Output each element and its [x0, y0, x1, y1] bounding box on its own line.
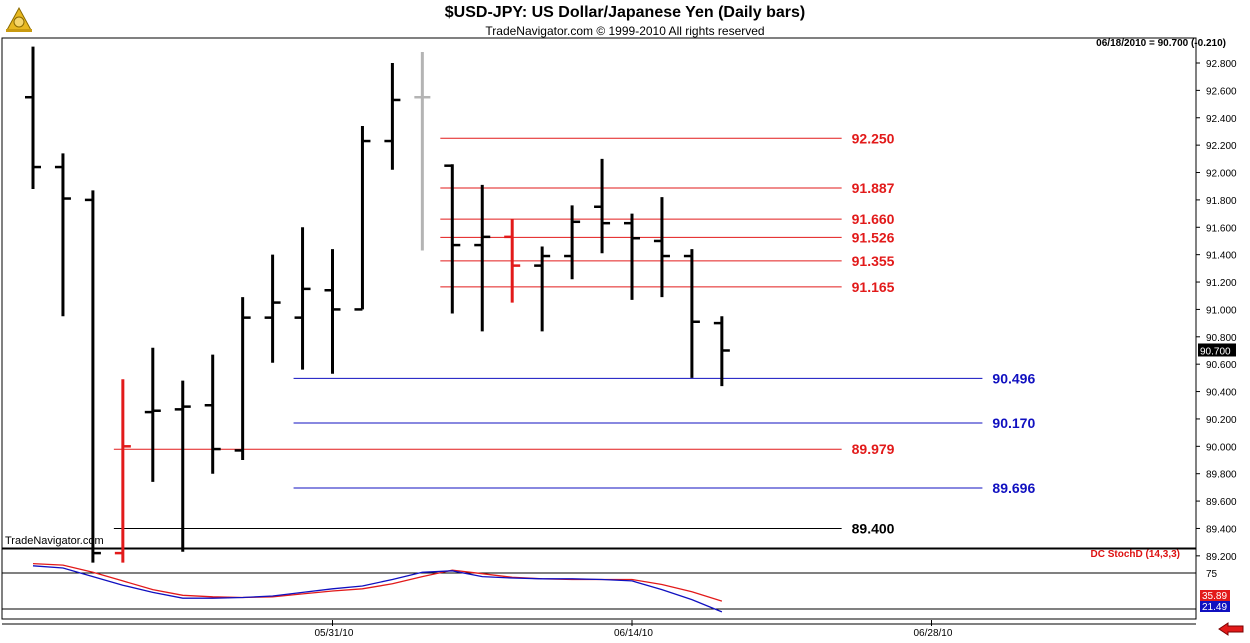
level-label: 92.250 — [852, 130, 895, 146]
price-axis-tick-label: 90.400 — [1206, 388, 1237, 399]
last-price-label: 90.700 — [1200, 346, 1231, 357]
level-label: 89.400 — [852, 520, 895, 536]
time-axis-label: 06/28/10 — [914, 628, 953, 639]
price-axis-tick-label: 91.800 — [1206, 196, 1237, 207]
level-label: 89.696 — [992, 480, 1035, 496]
stochastic-k-line — [32, 565, 723, 613]
watermark: TradeNavigator.com — [5, 535, 104, 547]
price-axis-tick-label: 92.000 — [1206, 169, 1237, 180]
price-axis-tick-label: 89.400 — [1206, 524, 1237, 535]
time-axis-label: 05/31/10 — [315, 628, 354, 639]
price-axis-tick-label: 89.800 — [1206, 470, 1237, 481]
level-label: 91.165 — [852, 279, 895, 295]
stochastic-label[interactable]: DC StochD (14,3,3) — [1090, 549, 1180, 560]
level-label: 91.355 — [852, 253, 895, 269]
stochastic-k-badge — [1200, 601, 1230, 612]
level-label: 90.496 — [992, 370, 1035, 386]
stochastic-d-badge — [1200, 590, 1230, 601]
stochastic-pane-frame — [1, 548, 1197, 620]
price-pane-frame — [1, 37, 1197, 549]
level-label: 91.526 — [852, 229, 895, 245]
price-axis-tick-label: 89.600 — [1206, 497, 1237, 508]
price-axis-tick-label: 91.200 — [1206, 278, 1237, 289]
gold-sextant-icon[interactable] — [4, 4, 34, 34]
last-price-status: 06/18/2010 = 90.700 (-0.210) — [1096, 38, 1226, 49]
stochastic-tick-label: 75 — [1206, 569, 1218, 580]
price-axis-tick-label: 91.600 — [1206, 223, 1237, 234]
price-axis-tick-label: 90.000 — [1206, 442, 1237, 453]
price-axis-tick-label: 91.400 — [1206, 251, 1237, 262]
level-label: 91.887 — [852, 180, 895, 196]
copyright-text: TradeNavigator.com © 1999-2010 All right… — [485, 24, 765, 38]
price-axis-tick-label: 90.800 — [1206, 333, 1237, 344]
level-label: 91.660 — [852, 211, 895, 227]
chart-title: $USD-JPY: US Dollar/Japanese Yen (Daily … — [444, 4, 806, 21]
price-axis-tick-label: 90.600 — [1206, 360, 1237, 371]
level-label: 90.170 — [992, 415, 1035, 431]
stochastic-k-value: 21.49 — [1202, 602, 1227, 613]
time-axis-label: 06/14/10 — [614, 628, 653, 639]
level-label: 89.979 — [852, 441, 895, 457]
price-axis-tick-label: 91.000 — [1206, 305, 1237, 316]
last-price-badge — [1198, 343, 1236, 357]
price-axis-tick-label: 92.800 — [1206, 59, 1237, 70]
price-axis-tick-label: 90.200 — [1206, 415, 1237, 426]
price-axis-tick-label: 92.600 — [1206, 86, 1237, 97]
price-axis-tick-label: 92.200 — [1206, 141, 1237, 152]
price-axis-tick-label: 89.200 — [1206, 552, 1237, 563]
price-axis-tick-label: 92.400 — [1206, 114, 1237, 125]
stochastic-d-value: 35.89 — [1202, 591, 1227, 602]
red-left-arrow-icon[interactable] — [1218, 622, 1244, 641]
